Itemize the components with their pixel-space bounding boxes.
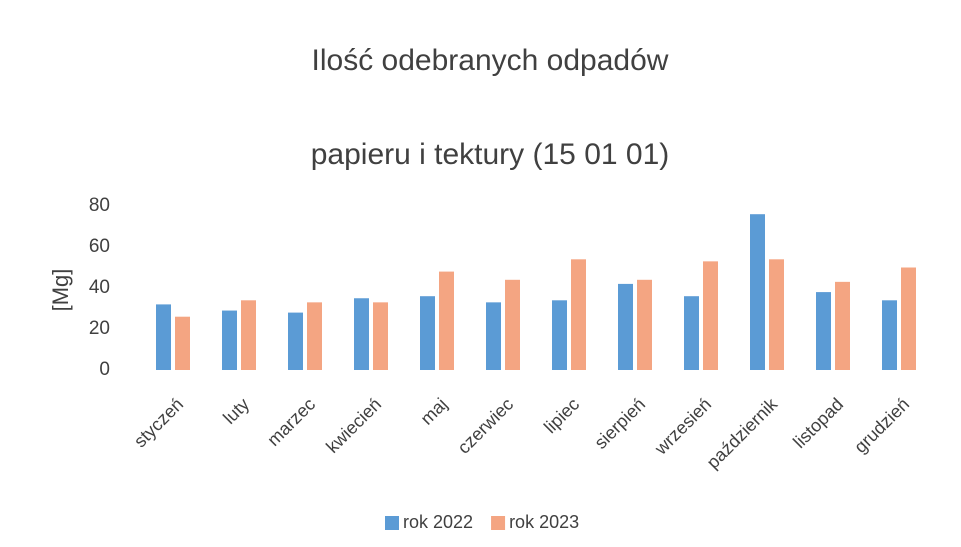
x-tick-label: październik xyxy=(703,393,782,472)
bar xyxy=(439,271,454,370)
y-tick-label: 80 xyxy=(89,195,110,216)
x-tick-label: kwiecień xyxy=(322,394,385,457)
bar xyxy=(486,302,501,370)
x-tick-label: maj xyxy=(417,394,452,429)
legend-label: rok 2023 xyxy=(509,512,579,532)
x-tick-label: listopad xyxy=(789,394,847,452)
bar xyxy=(882,300,897,370)
chart-title: Ilość odebranych odpadów xyxy=(312,44,669,77)
legend-label: rok 2022 xyxy=(403,512,473,532)
y-axis-label: [Mg] xyxy=(48,269,73,312)
x-tick-label: marzec xyxy=(263,394,319,450)
bar xyxy=(307,302,322,370)
y-tick-label: 0 xyxy=(99,359,110,380)
x-tick-label: sierpień xyxy=(590,394,649,453)
y-tick-label: 20 xyxy=(89,318,110,339)
y-tick-label: 40 xyxy=(89,277,110,298)
x-tick-label: czerwiec xyxy=(454,394,518,458)
x-tick-label: wrzesień xyxy=(650,394,715,459)
bar xyxy=(420,296,435,370)
bar xyxy=(637,279,652,370)
bar xyxy=(241,300,256,370)
bar xyxy=(552,300,567,370)
bar xyxy=(750,214,765,370)
x-tick-label: styczeń xyxy=(130,394,187,451)
bar xyxy=(684,296,699,370)
legend-swatch xyxy=(491,516,506,530)
legend-swatch xyxy=(385,516,399,530)
bar xyxy=(703,261,718,370)
bar xyxy=(901,267,916,370)
bar xyxy=(816,292,831,370)
bar xyxy=(618,283,633,370)
bar xyxy=(175,316,190,370)
bar xyxy=(571,259,586,370)
bar xyxy=(288,312,303,370)
x-tick-label: grudzień xyxy=(850,394,913,457)
x-tick-label: lipiec xyxy=(540,394,583,437)
y-tick-label: 60 xyxy=(89,236,110,257)
bar xyxy=(769,259,784,370)
bar xyxy=(373,302,388,370)
x-tick-label: luty xyxy=(219,394,253,428)
chart-subtitle: papieru i tektury (15 01 01) xyxy=(311,138,670,171)
bar xyxy=(354,298,369,370)
bar xyxy=(222,310,237,370)
bar xyxy=(505,279,520,370)
bar xyxy=(156,304,171,370)
bar xyxy=(835,281,850,370)
